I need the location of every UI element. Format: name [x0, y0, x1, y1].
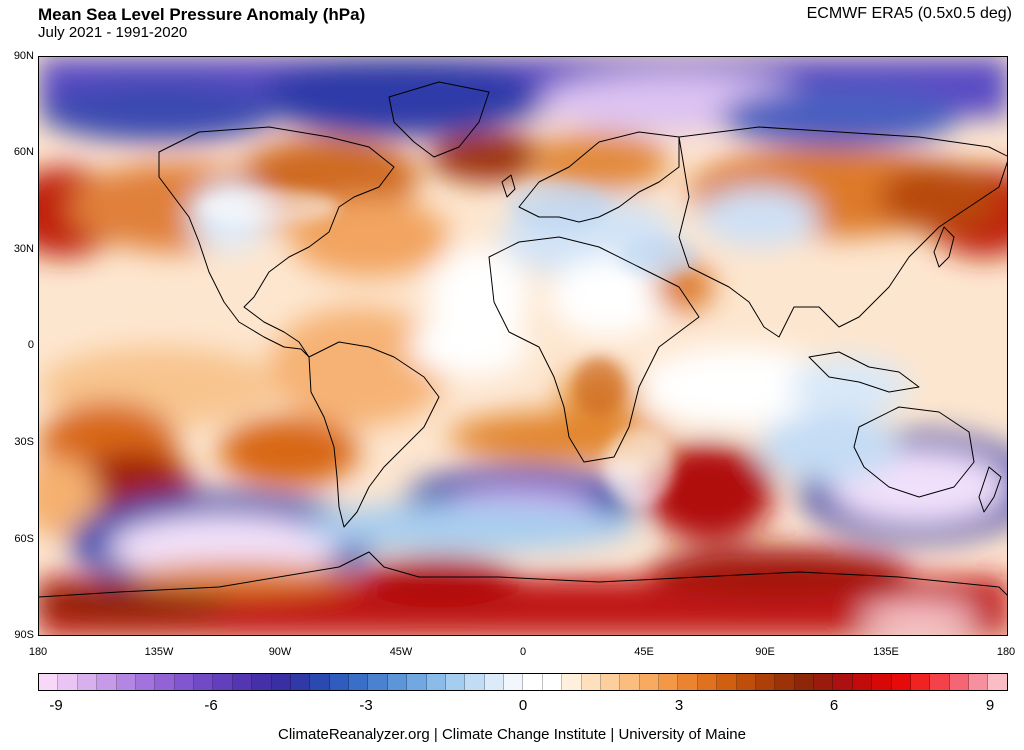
lon-label-0: 0: [519, 646, 527, 658]
lon-label-180e: 180: [996, 646, 1016, 658]
anomaly-map-svg: [39, 57, 1007, 635]
colorbar-swatch: [77, 674, 98, 690]
colorbar-swatch: [232, 674, 253, 690]
colorbar-swatch: [58, 674, 78, 690]
dataset-source: ECMWF ERA5 (0.5x0.5 deg): [806, 5, 1012, 22]
colorbar-swatch: [387, 674, 408, 690]
colorbar-swatch: [368, 674, 388, 690]
colorbar-swatch: [39, 674, 59, 690]
colorbar-swatch: [988, 674, 1007, 690]
colorbar-label-3: 3: [674, 697, 684, 714]
colorbar-label-neg9: -9: [49, 697, 63, 714]
colorbar-swatch: [949, 674, 969, 690]
colorbar-swatch: [581, 674, 601, 690]
lon-label-45e: 45E: [634, 646, 654, 658]
credits-footer: ClimateReanalyzer.org | Climate Change I…: [278, 726, 746, 743]
colorbar-label-9: 9: [985, 697, 995, 714]
lat-label-90s: 90S: [14, 629, 34, 641]
colorbar-swatch: [213, 674, 233, 690]
colorbar-swatch: [872, 674, 892, 690]
colorbar-swatch: [290, 674, 311, 690]
colorbar-swatch: [329, 674, 349, 690]
colorbar-swatch: [194, 674, 214, 690]
lon-label-90e: 90E: [755, 646, 775, 658]
colorbar-swatch: [97, 674, 117, 690]
colorbar-swatch: [155, 674, 175, 690]
anomaly-map: [38, 56, 1008, 636]
colorbar-swatch: [891, 674, 911, 690]
lat-label-60s: 60S: [14, 533, 34, 545]
colorbar-swatch: [174, 674, 194, 690]
colorbar-swatch: [116, 674, 136, 690]
colorbar-swatch: [135, 674, 156, 690]
map-subtitle: July 2021 - 1991-2020: [38, 24, 188, 41]
colorbar-swatch: [349, 674, 369, 690]
colorbar-swatch: [775, 674, 795, 690]
colorbar-swatch: [639, 674, 659, 690]
colorbar-label-0: 0: [518, 697, 528, 714]
colorbar-swatch: [755, 674, 776, 690]
lon-label-90w: 90W: [268, 646, 292, 658]
colorbar-swatch: [736, 674, 756, 690]
map-title: Mean Sea Level Pressure Anomaly (hPa): [38, 5, 366, 24]
colorbar-swatch: [833, 674, 853, 690]
colorbar-swatch: [717, 674, 737, 690]
lon-label-135e: 135E: [873, 646, 899, 658]
colorbar-swatch: [910, 674, 931, 690]
lon-label-45w: 45W: [389, 646, 413, 658]
colorbar-swatch: [426, 674, 446, 690]
colorbar-swatch: [600, 674, 621, 690]
colorbar-label-6: 6: [829, 697, 839, 714]
coastlines: [39, 81, 1007, 598]
colorbar-swatch: [271, 674, 291, 690]
colorbar-swatch: [969, 674, 989, 690]
colorbar-swatch: [930, 674, 950, 690]
colorbar-swatch: [697, 674, 718, 690]
lon-label-135w: 135W: [144, 646, 174, 658]
lon-label-180w: 180: [28, 646, 48, 658]
colorbar-swatch: [465, 674, 485, 690]
colorbar-swatch: [659, 674, 679, 690]
colorbar-label-neg3: -3: [359, 697, 373, 714]
colorbar-swatch: [484, 674, 504, 690]
colorbar-swatch: [504, 674, 524, 690]
colorbar-swatch: [794, 674, 814, 690]
colorbar-swatch: [310, 674, 330, 690]
lat-label-30s: 30S: [14, 436, 34, 448]
colorbar-swatch: [562, 674, 582, 690]
colorbar-swatch: [407, 674, 427, 690]
colorbar-swatch: [445, 674, 466, 690]
lat-label-90n: 90N: [13, 50, 34, 62]
colorbar-swatch: [523, 674, 543, 690]
lat-label-60n: 60N: [13, 146, 34, 158]
colorbar-swatch: [542, 674, 563, 690]
colorbar-swatch: [814, 674, 834, 690]
colorbar-swatch: [852, 674, 873, 690]
colorbar: [38, 673, 1008, 691]
lat-label-30n: 30N: [13, 243, 34, 255]
colorbar-swatch: [252, 674, 272, 690]
colorbar-label-neg6: -6: [204, 697, 218, 714]
lat-label-eq: 0: [27, 339, 34, 351]
colorbar-swatch: [678, 674, 698, 690]
colorbar-swatch: [620, 674, 640, 690]
